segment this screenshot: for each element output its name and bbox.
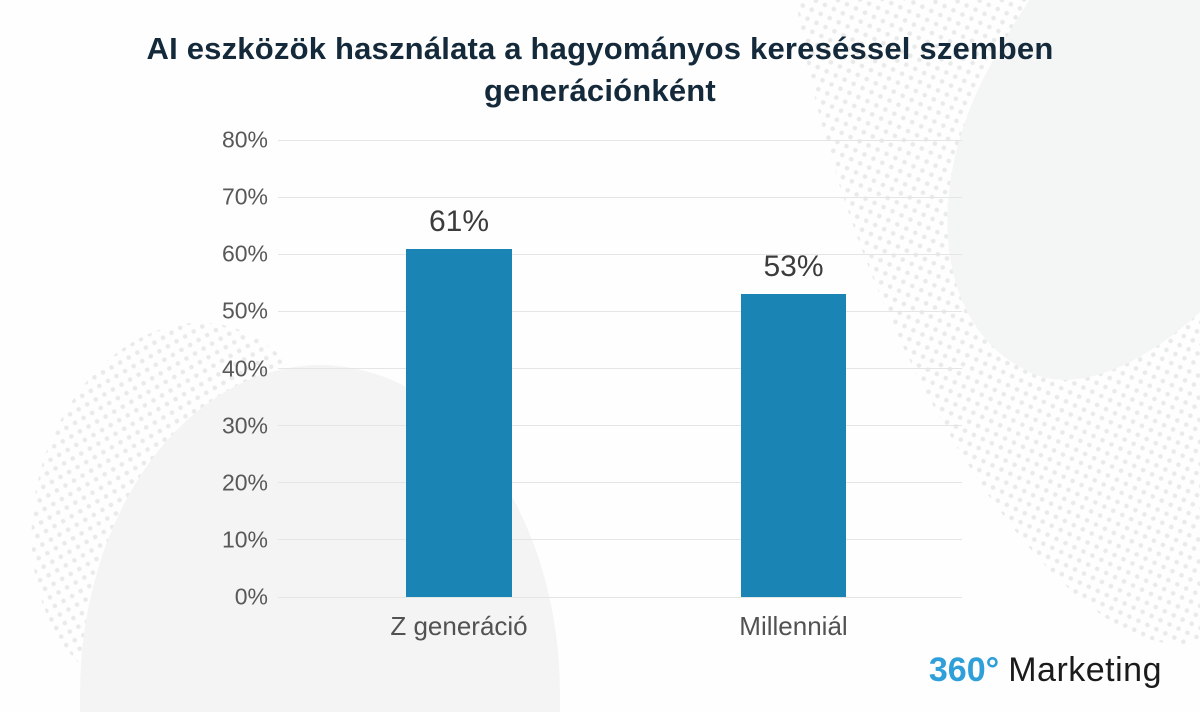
- y-tick-label: 50%: [221, 297, 268, 324]
- y-tick-label: 30%: [221, 412, 268, 439]
- y-tick-label: 20%: [221, 469, 268, 496]
- bar-1: [406, 248, 512, 597]
- gridline: [278, 368, 962, 369]
- brand-logo: 360° Marketing: [929, 651, 1162, 690]
- gridline: [278, 596, 962, 598]
- brand-logo-prefix: 360°: [928, 651, 1000, 689]
- bar-group: 61%: [406, 140, 512, 597]
- chart-title-line-1: AI eszközök használata a hagyományos ker…: [146, 31, 1054, 66]
- y-tick-label: 70%: [221, 183, 268, 210]
- gridline: [278, 539, 962, 541]
- bar-value-label: 53%: [763, 250, 824, 284]
- x-tick-label: Z generáció: [390, 611, 528, 641]
- brand-logo-name: Marketing: [1008, 651, 1162, 689]
- y-tick-label: 80%: [221, 126, 268, 153]
- y-tick-label: 10%: [221, 526, 268, 553]
- y-tick-label: 40%: [221, 355, 268, 381]
- x-tick-label: Millenniál: [739, 611, 848, 641]
- plot-area: 61% 53%: [278, 139, 962, 598]
- gridline: [278, 196, 962, 198]
- bar-group: 53%: [741, 140, 846, 597]
- gridline: [278, 253, 962, 255]
- bar-2: [741, 294, 846, 597]
- gridline: [278, 425, 962, 427]
- gridline: [278, 139, 962, 141]
- y-axis-labels: 80% 70% 60% 50% 40% 30% 20% 10% 0%: [180, 127, 268, 610]
- y-tick-label: 0%: [234, 583, 268, 610]
- y-tick-label: 60%: [221, 240, 268, 267]
- gridline: [278, 482, 962, 484]
- chart-title: AI eszközök használata a hagyományos ker…: [0, 28, 1200, 112]
- chart-title-line-2: generációnként: [484, 73, 716, 108]
- bar-value-label: 61%: [428, 204, 490, 238]
- gridline: [278, 310, 962, 312]
